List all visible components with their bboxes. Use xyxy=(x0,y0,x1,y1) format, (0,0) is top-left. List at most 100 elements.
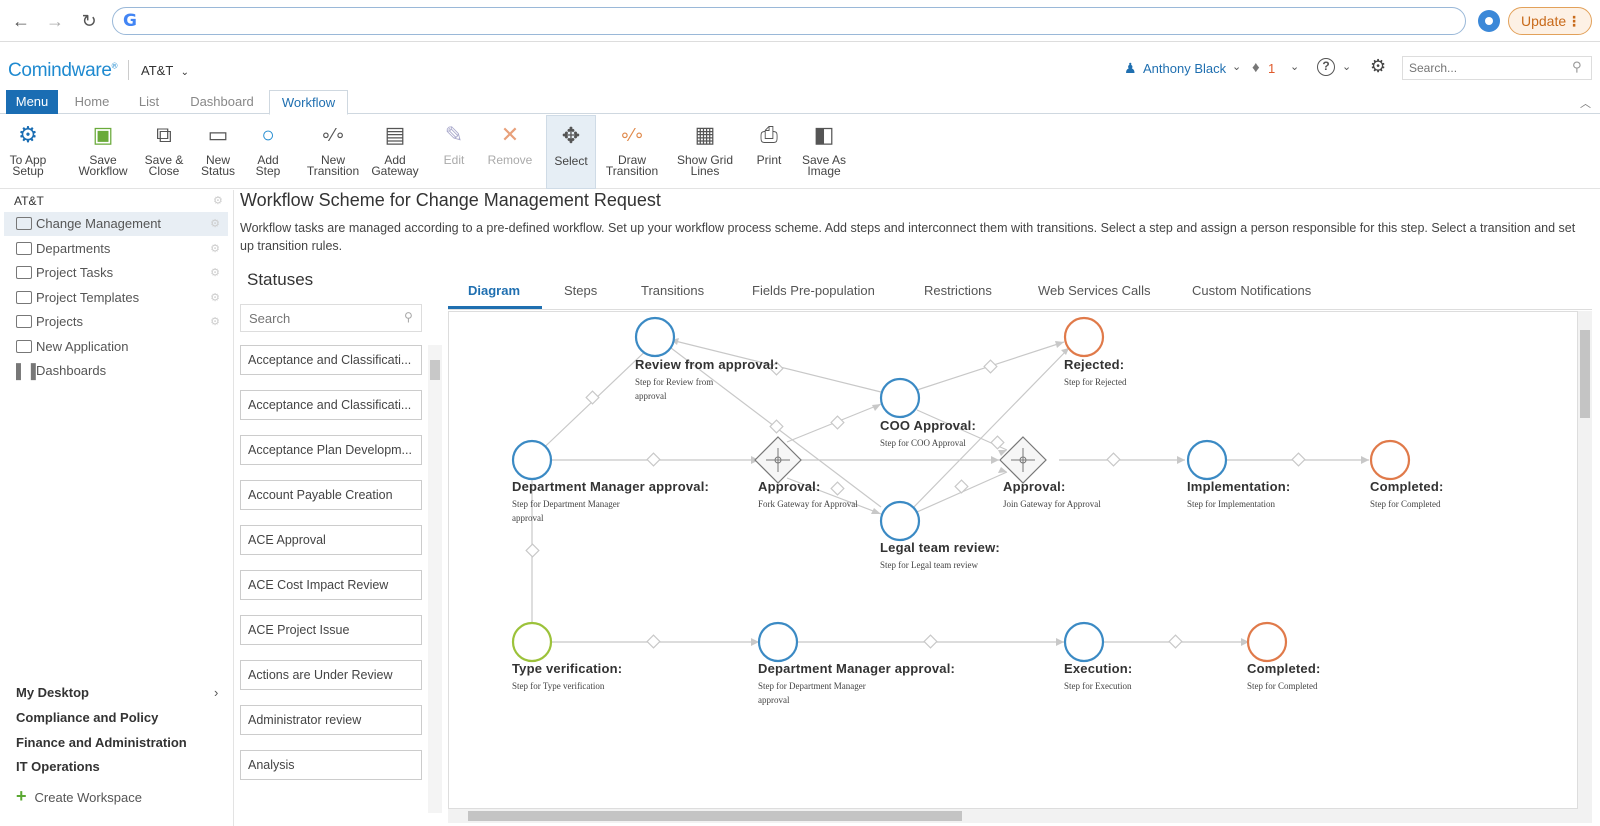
step-node-completed1[interactable] xyxy=(1369,439,1411,481)
transition-handle[interactable] xyxy=(830,415,845,430)
search-icon[interactable]: ⚲ xyxy=(1572,59,1582,74)
sidebar-item-change-management[interactable]: Change Management ⚙ xyxy=(4,212,228,236)
status-item[interactable]: Acceptance Plan Developm... xyxy=(240,435,422,465)
add-step-button[interactable]: ○ Add Step xyxy=(248,115,288,189)
status-item[interactable]: ACE Project Issue xyxy=(240,615,422,645)
step-node-dma1[interactable] xyxy=(511,439,553,481)
save-workflow-button[interactable]: ▣ Save Workflow xyxy=(74,115,132,189)
help-icon[interactable]: ? xyxy=(1317,58,1335,76)
tab-diagram[interactable]: Diagram xyxy=(468,283,521,298)
address-bar[interactable]: G xyxy=(112,7,1466,35)
sidebar-item-departments[interactable]: Departments ⚙ xyxy=(4,237,228,261)
save-close-button[interactable]: ⧉ Save & Close xyxy=(138,115,190,189)
step-node-legal[interactable] xyxy=(879,500,921,542)
transition-handle[interactable] xyxy=(646,634,661,649)
scrollbar-thumb[interactable] xyxy=(468,811,962,821)
gear-icon[interactable]: ⚙ xyxy=(210,292,220,304)
status-item[interactable]: Acceptance and Classificati... xyxy=(240,390,422,420)
tab-workflow[interactable]: Workflow xyxy=(269,90,348,115)
gear-icon[interactable]: ⚙ xyxy=(213,195,223,207)
search-icon[interactable]: ⚲ xyxy=(404,310,413,324)
reload-icon[interactable]: ↻ xyxy=(81,11,97,31)
status-item[interactable]: Analysis xyxy=(240,750,422,780)
new-transition-button[interactable]: ∘⁄∘ New Transition xyxy=(300,115,366,189)
chevron-down-icon[interactable]: ⌄ xyxy=(1342,61,1352,73)
gear-icon[interactable]: ⚙ xyxy=(210,243,220,255)
transition-handle[interactable] xyxy=(1168,634,1183,649)
transition-handle[interactable] xyxy=(646,452,661,467)
logo[interactable]: Comindware® xyxy=(8,60,118,82)
edit-button[interactable]: ✎ Edit xyxy=(436,115,472,189)
show-grid-lines-button[interactable]: ▦ Show Grid Lines xyxy=(672,115,738,189)
draw-transition-button[interactable]: ∘⁄∘ Draw Transition xyxy=(602,115,662,189)
status-item[interactable]: Acceptance and Classificati... xyxy=(240,345,422,375)
chevron-up-icon[interactable]: ︿ xyxy=(1580,98,1591,110)
tab-list[interactable]: List xyxy=(138,94,160,109)
status-list-scrollbar[interactable] xyxy=(428,345,442,813)
remove-button[interactable]: ✕ Remove xyxy=(484,115,536,189)
status-item[interactable]: Actions are Under Review xyxy=(240,660,422,690)
forward-icon[interactable]: → xyxy=(46,11,64,31)
print-button[interactable]: ⎙ Print xyxy=(748,115,790,189)
workspace-finance[interactable]: Finance and Administration xyxy=(16,735,187,750)
transition-handle[interactable] xyxy=(1291,452,1306,467)
sidebar-item-project-templates[interactable]: Project Templates ⚙ xyxy=(4,286,228,310)
select-button[interactable]: ✥ Select xyxy=(546,115,596,189)
tab-dashboard[interactable]: Dashboard xyxy=(190,94,254,109)
sidebar-item-project-tasks[interactable]: Project Tasks ⚙ xyxy=(4,261,228,285)
diagram-vertical-scrollbar[interactable] xyxy=(1578,311,1592,809)
sidebar-org[interactable]: AT&T xyxy=(14,194,44,208)
status-search-input[interactable] xyxy=(240,304,422,332)
global-search-input[interactable] xyxy=(1402,56,1592,80)
step-node-type-verification[interactable] xyxy=(511,621,553,663)
step-node-completed2[interactable] xyxy=(1246,621,1288,663)
create-workspace-button[interactable]: + Create Workspace xyxy=(16,786,142,807)
sidebar-item-dashboards[interactable]: ▌▐ Dashboards xyxy=(4,359,228,383)
save-as-image-button[interactable]: ◧ Save As Image xyxy=(798,115,850,189)
tab-restrictions[interactable]: Restrictions xyxy=(924,283,992,298)
transition-handle[interactable] xyxy=(585,390,600,405)
status-item[interactable]: Account Payable Creation xyxy=(240,480,422,510)
step-node-implementation[interactable] xyxy=(1186,439,1228,481)
status-item[interactable]: Administrator review xyxy=(240,705,422,735)
step-node-coo[interactable] xyxy=(879,377,921,419)
transition-handle[interactable] xyxy=(1106,452,1121,467)
transition-handle[interactable] xyxy=(990,435,1005,450)
tab-steps[interactable]: Steps xyxy=(564,283,598,298)
transition-line[interactable] xyxy=(786,477,882,515)
sidebar-item-projects[interactable]: Projects ⚙ xyxy=(4,310,228,334)
tab-web-services-calls[interactable]: Web Services Calls xyxy=(1038,283,1151,298)
user-menu[interactable]: Anthony Black xyxy=(1143,61,1227,76)
workspace-compliance[interactable]: Compliance and Policy xyxy=(16,710,159,725)
gear-icon[interactable]: ⚙ xyxy=(210,218,220,230)
step-node-dma2[interactable] xyxy=(757,621,799,663)
status-item[interactable]: ACE Cost Impact Review xyxy=(240,570,422,600)
bell-icon[interactable]: ♦ xyxy=(1252,59,1260,76)
transition-handle[interactable] xyxy=(769,361,784,376)
chevron-down-icon[interactable]: ⌄ xyxy=(1290,61,1300,73)
tab-home[interactable]: Home xyxy=(74,94,110,109)
gear-icon[interactable]: ⚙ xyxy=(1370,56,1387,76)
tab-fields-pre-population[interactable]: Fields Pre-population xyxy=(752,283,875,298)
step-node-rejected[interactable] xyxy=(1063,316,1105,358)
org-selector[interactable]: AT&T ⌄ xyxy=(141,63,189,78)
workflow-diagram-canvas[interactable]: Review from approval: Step for Review fr… xyxy=(448,311,1578,809)
gear-icon[interactable]: ⚙ xyxy=(210,316,220,328)
transition-handle[interactable] xyxy=(769,419,784,434)
chevron-down-icon[interactable]: ⌄ xyxy=(1232,61,1242,73)
transition-handle[interactable] xyxy=(525,543,540,558)
tab-transitions[interactable]: Transitions xyxy=(641,283,705,298)
transition-handle[interactable] xyxy=(830,481,845,496)
workspace-my-desktop[interactable]: My Desktop xyxy=(16,685,89,700)
sidebar-item-new-application[interactable]: New Application xyxy=(4,335,228,359)
update-button[interactable]: Update ⋮ xyxy=(1508,7,1592,35)
new-status-button[interactable]: ▭ New Status xyxy=(196,115,240,189)
scrollbar-thumb[interactable] xyxy=(430,360,440,380)
transition-handle[interactable] xyxy=(923,634,938,649)
scrollbar-thumb[interactable] xyxy=(1580,330,1590,418)
step-node-review[interactable] xyxy=(634,316,676,358)
workspace-it-operations[interactable]: IT Operations xyxy=(16,759,100,774)
extension-icon[interactable] xyxy=(1478,10,1500,32)
back-icon[interactable]: ← xyxy=(12,11,30,31)
to-app-setup-button[interactable]: ⚙ To App Setup xyxy=(2,115,54,189)
